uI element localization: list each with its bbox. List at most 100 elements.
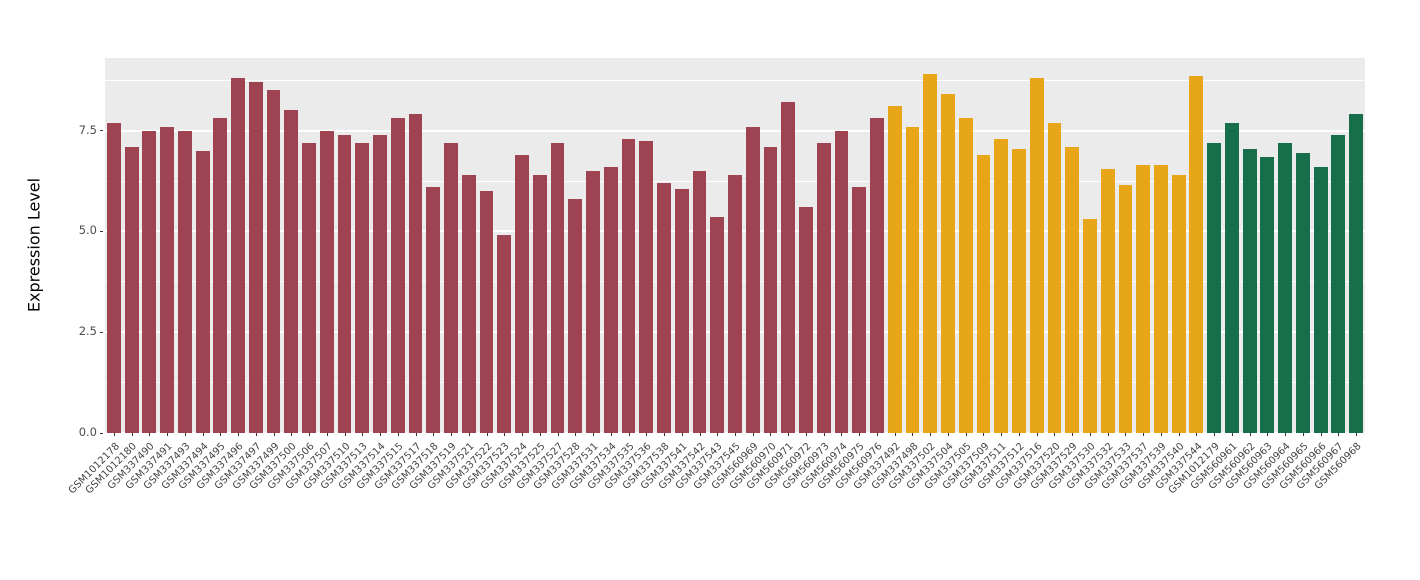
bar [621, 138, 636, 433]
bar [284, 110, 299, 433]
x-tick-mark [362, 433, 364, 436]
x-tick-mark [1196, 433, 1198, 436]
x-tick-mark [291, 433, 293, 436]
y-tick-mark [100, 130, 103, 132]
bar [106, 122, 121, 433]
x-tick-mark [238, 433, 240, 436]
bar [373, 134, 387, 433]
bar [1349, 114, 1364, 433]
bar [355, 142, 370, 433]
bar [1029, 78, 1044, 433]
bar [1100, 168, 1115, 433]
bar [124, 146, 139, 433]
bar [142, 130, 157, 433]
x-tick-mark [149, 433, 151, 436]
x-tick-mark [1160, 433, 1162, 436]
x-tick-mark [965, 433, 967, 436]
bar [1313, 166, 1328, 433]
bar [1331, 134, 1346, 433]
x-tick-mark [1054, 433, 1056, 436]
bar [781, 102, 796, 433]
bar [799, 207, 813, 433]
x-tick-mark [1072, 433, 1074, 436]
bar [1136, 164, 1151, 433]
bar [1295, 152, 1310, 433]
bar [887, 106, 902, 433]
x-tick-mark [415, 433, 417, 436]
x-tick-mark [326, 433, 328, 436]
bar [302, 142, 316, 433]
x-tick-mark [646, 433, 648, 436]
y-tick-label: 0.0 [78, 425, 97, 439]
x-tick-mark [1320, 433, 1322, 436]
x-tick-mark [468, 433, 470, 436]
x-tick-mark [397, 433, 399, 436]
bar [905, 126, 920, 433]
x-tick-mark [131, 433, 133, 436]
x-tick-mark [486, 433, 488, 436]
x-tick-mark [504, 433, 506, 436]
x-tick-mark [273, 433, 275, 436]
x-tick-mark [451, 433, 453, 436]
bar [266, 90, 281, 433]
x-tick-mark [167, 433, 169, 436]
bar [1207, 142, 1222, 433]
bar [248, 82, 263, 433]
x-tick-mark [1143, 433, 1145, 436]
x-tick-mark [770, 433, 772, 436]
x-tick-mark [610, 433, 612, 436]
bar [657, 183, 671, 433]
bar [408, 114, 423, 433]
x-tick-mark [1302, 433, 1304, 436]
y-axis-title: Expression Level [24, 177, 44, 313]
bar [337, 134, 352, 433]
bar [1083, 219, 1097, 433]
bar [692, 170, 707, 433]
x-tick-mark [380, 433, 382, 436]
bar [710, 217, 725, 433]
bar [532, 174, 547, 433]
x-tick-mark [1001, 433, 1003, 436]
bar [1171, 174, 1186, 433]
bar [994, 138, 1009, 433]
x-tick-mark [859, 433, 861, 436]
bar [586, 170, 600, 433]
x-tick-mark [184, 433, 186, 436]
x-tick-mark [1338, 433, 1340, 436]
x-tick-mark [628, 433, 630, 436]
y-tick-label: 5.0 [78, 223, 97, 238]
bar [1189, 76, 1204, 433]
x-tick-mark [735, 433, 736, 436]
bar [319, 130, 334, 433]
bar [603, 166, 618, 433]
bar [639, 140, 654, 433]
bar [923, 74, 938, 433]
bar [160, 126, 175, 433]
plot-panel [105, 58, 1365, 434]
y-tick-label: 2.5 [78, 324, 97, 339]
bar [674, 189, 689, 433]
bar [1242, 148, 1257, 433]
x-tick-mark [1125, 433, 1127, 436]
bar [834, 130, 849, 433]
bar [816, 142, 831, 433]
x-tick-mark [557, 433, 559, 436]
bar [177, 130, 192, 433]
bar [976, 154, 991, 433]
bar [550, 142, 565, 433]
x-tick-mark [202, 433, 204, 436]
x-tick-mark [1249, 433, 1251, 436]
x-tick-mark [309, 433, 311, 436]
bar [1012, 148, 1026, 433]
x-tick-mark [1356, 433, 1358, 436]
bar [745, 126, 760, 433]
bar [497, 235, 512, 433]
bar [1224, 122, 1239, 433]
bar [958, 118, 973, 433]
bar [231, 78, 245, 433]
x-tick-mark [983, 433, 985, 436]
x-tick-mark [593, 433, 595, 436]
x-tick-mark [841, 433, 843, 436]
bar [1278, 142, 1293, 433]
